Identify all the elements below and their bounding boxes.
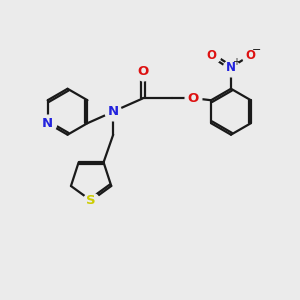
Text: S: S	[86, 194, 96, 207]
Text: +: +	[232, 57, 240, 67]
Text: N: N	[42, 117, 53, 130]
Text: O: O	[207, 49, 217, 62]
Text: N: N	[108, 105, 119, 118]
Text: O: O	[187, 92, 198, 105]
Text: −: −	[252, 45, 261, 55]
Text: N: N	[226, 61, 236, 74]
Text: O: O	[245, 49, 255, 62]
Text: O: O	[137, 65, 148, 79]
